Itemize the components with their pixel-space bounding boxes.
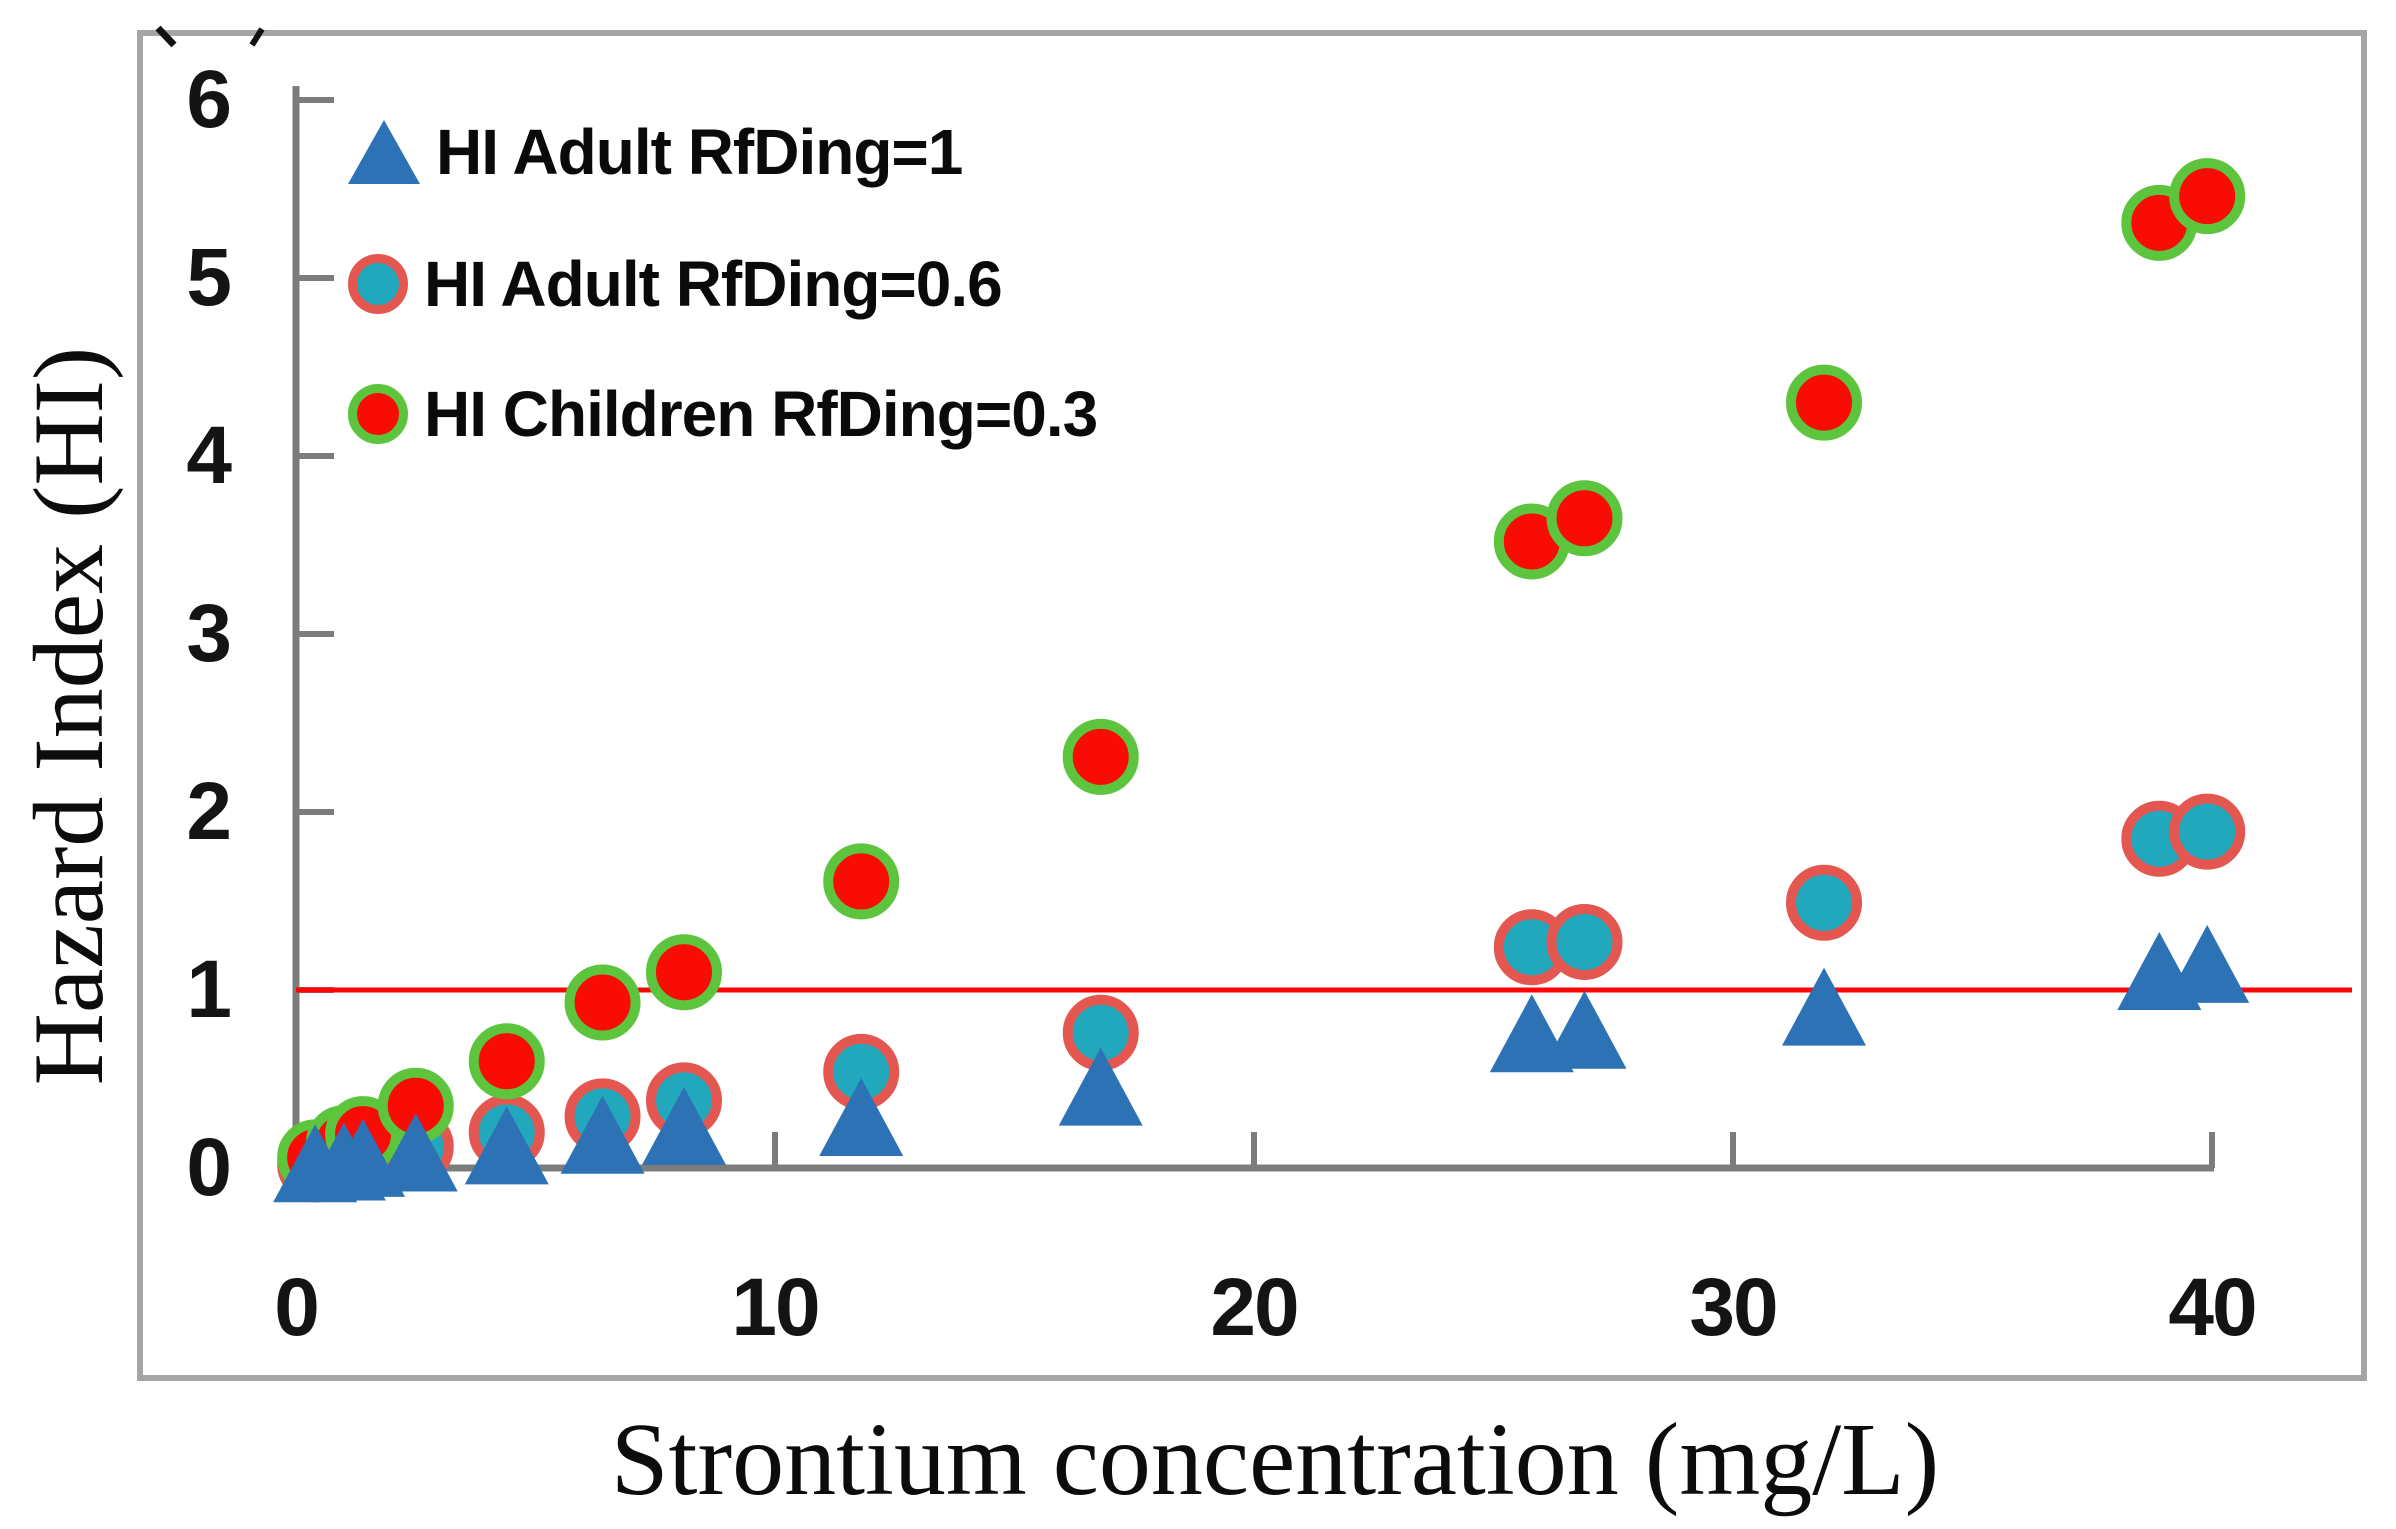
x-tick-label: 0 xyxy=(274,1262,320,1353)
data-point-hi-children-rfding-0-3 xyxy=(1062,718,1139,795)
x-tick-label: 30 xyxy=(1689,1262,1778,1353)
legend-item-adult-rfd06: HI Adult RfDing=0.6 xyxy=(348,236,1003,332)
x-tick-label: 20 xyxy=(1210,1262,1299,1353)
legend-label: HI Adult RfDing=1 xyxy=(436,116,963,188)
data-point-hi-children-rfding-0-3 xyxy=(823,843,900,920)
legend-label: HI Adult RfDing=0.6 xyxy=(424,248,1003,320)
data-point-hi-children-rfding-0-3 xyxy=(564,964,641,1041)
circle-marker-icon xyxy=(348,254,408,314)
data-point-hi-adult-rfding-1 xyxy=(1542,990,1627,1069)
data-point-hi-adult-rfding-1 xyxy=(560,1095,645,1174)
data-point-hi-adult-rfding-0-6 xyxy=(1786,864,1863,941)
data-point-hi-adult-rfding-1 xyxy=(641,1086,726,1165)
data-point-hi-children-rfding-0-3 xyxy=(645,934,722,1011)
data-point-hi-adult-rfding-0-6 xyxy=(2169,793,2246,870)
crop-mark-icon xyxy=(249,27,265,47)
data-point-hi-adult-rfding-1 xyxy=(464,1106,549,1185)
y-tick-label: 1 xyxy=(186,944,232,1035)
data-point-hi-children-rfding-0-3 xyxy=(2169,158,2246,235)
triangle-marker-icon xyxy=(348,120,420,184)
data-point-hi-adult-rfding-0-6 xyxy=(1546,903,1623,980)
data-point-hi-adult-rfding-1 xyxy=(2165,924,2250,1003)
legend-label: HI Children RfDing=0.3 xyxy=(424,378,1098,450)
y-tick-label: 5 xyxy=(186,232,232,323)
data-point-hi-children-rfding-0-3 xyxy=(1786,364,1863,441)
data-point-hi-adult-rfding-1 xyxy=(819,1077,904,1156)
y-tick-label: 6 xyxy=(186,54,232,145)
data-point-hi-adult-rfding-1 xyxy=(1058,1047,1143,1126)
crop-mark-icon xyxy=(155,25,177,48)
y-tick-label: 4 xyxy=(186,410,232,501)
legend-item-children-rfd03: HI Children RfDing=0.3 xyxy=(348,366,1098,462)
y-tick-label: 0 xyxy=(186,1122,232,1213)
legend-item-adult-rfd1: HI Adult RfDing=1 xyxy=(348,104,963,200)
x-axis-title: Strontium concentration (mg/L) xyxy=(610,1402,1940,1517)
circle-marker-icon xyxy=(348,384,408,444)
y-tick-label: 2 xyxy=(186,766,232,857)
data-point-hi-adult-rfding-1 xyxy=(373,1113,458,1192)
x-tick-label: 40 xyxy=(2168,1262,2257,1353)
data-point-hi-adult-rfding-1 xyxy=(1782,967,1867,1046)
data-point-hi-children-rfding-0-3 xyxy=(1546,480,1623,557)
y-tick-label: 3 xyxy=(186,588,232,679)
data-point-hi-children-rfding-0-3 xyxy=(468,1023,545,1100)
x-tick-label: 10 xyxy=(731,1262,820,1353)
y-axis-title: Hazard Index (HI) xyxy=(13,346,124,1086)
